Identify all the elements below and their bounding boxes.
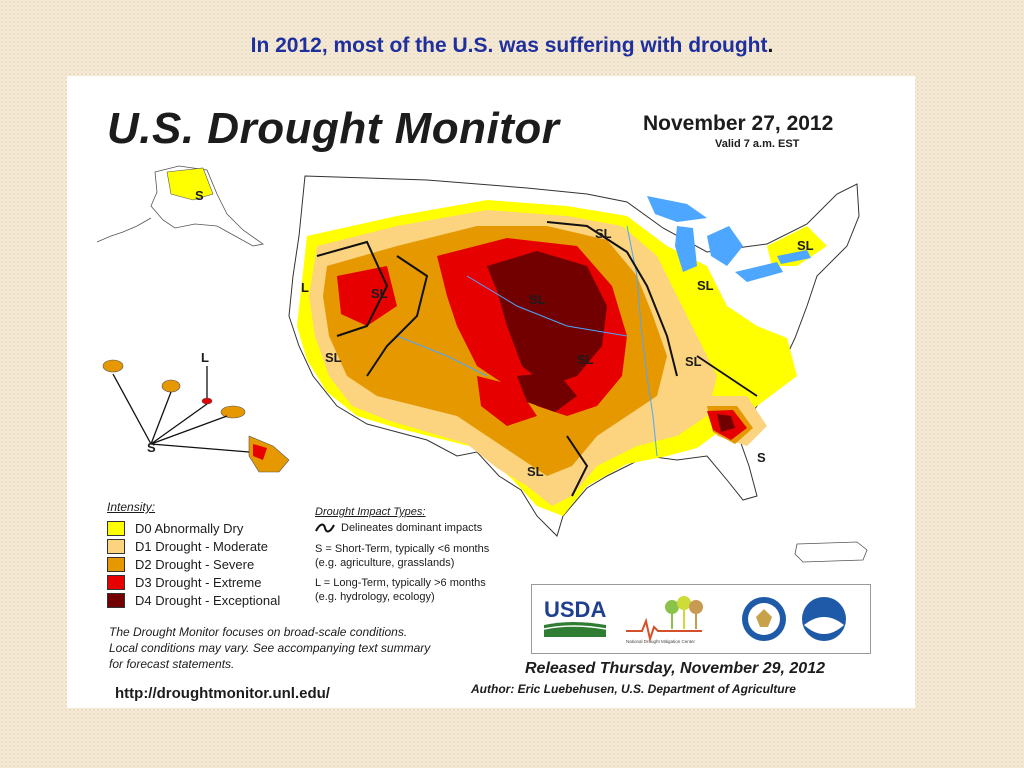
short-term-line2: (e.g. agriculture, grasslands) bbox=[315, 557, 455, 569]
usda-logo: USDA bbox=[543, 597, 606, 637]
legend-title: Intensity: bbox=[107, 500, 156, 514]
ohio-label-sl: SL bbox=[685, 354, 702, 369]
north-label-sl: SL bbox=[595, 226, 612, 241]
swatch-d0 bbox=[107, 520, 125, 536]
drought-monitor-panel: S L S L SL SL SL SL SL SL SL SL SL S U.S… bbox=[67, 76, 915, 708]
usda-logo-text: USDA bbox=[544, 597, 606, 622]
hawaii-label-s: S bbox=[147, 440, 156, 455]
swatch-d3 bbox=[107, 574, 125, 590]
west-label-l: L bbox=[301, 280, 309, 295]
newengland-label-sl: SL bbox=[797, 238, 814, 253]
impact-delineates: Delineates dominant impacts bbox=[315, 522, 535, 534]
rockies-label-sl: SL bbox=[371, 286, 388, 301]
swatch-d2 bbox=[107, 556, 125, 572]
impact-title: Drought Impact Types: bbox=[315, 506, 426, 518]
swatch-d4 bbox=[107, 592, 125, 608]
texas-label-sl: SL bbox=[527, 464, 544, 479]
squiggle-line-icon bbox=[315, 523, 335, 533]
legend-label-d4: D4 Drought - Exceptional bbox=[135, 592, 281, 608]
plains-label-sl: SL bbox=[529, 292, 546, 307]
slide-title-text: In 2012, most of the U.S. was suffering … bbox=[250, 34, 768, 57]
note-line2: Local conditions may vary. See accompany… bbox=[109, 641, 431, 655]
legend-item-d3: D3 Drought - Extreme bbox=[107, 573, 280, 591]
long-term-line2: (e.g. hydrology, ecology) bbox=[315, 591, 435, 603]
alaska-label: S bbox=[195, 188, 204, 203]
southeast-label-s: S bbox=[757, 450, 766, 465]
monitor-heading: U.S. Drought Monitor bbox=[107, 104, 560, 153]
short-term-line1: S = Short-Term, typically <6 months bbox=[315, 543, 490, 555]
puerto-rico-map bbox=[794, 541, 868, 563]
monitor-url-link[interactable]: http://droughtmonitor.unl.edu/ bbox=[115, 685, 330, 702]
agency-logos: USDA National Drought Mitigation Center bbox=[531, 584, 871, 654]
valid-time: Valid 7 a.m. EST bbox=[715, 138, 800, 150]
alaska-map bbox=[96, 165, 264, 247]
legend-item-d4: D4 Drought - Exceptional bbox=[107, 591, 280, 609]
legend-label-d3: D3 Drought - Extreme bbox=[135, 574, 262, 590]
legend-item-d1: D1 Drought - Moderate bbox=[107, 537, 280, 555]
contiguous-us-map bbox=[288, 175, 860, 537]
long-term-line1: L = Long-Term, typically >6 months bbox=[315, 577, 486, 589]
author-credit: Author: Eric Luebehusen, U.S. Department… bbox=[471, 682, 796, 696]
southwest-label-sl: SL bbox=[325, 350, 342, 365]
intensity-legend: Intensity: D0 Abnormally Dry D1 Drought … bbox=[107, 500, 280, 609]
drought-map: S L S L SL SL SL SL SL SL SL SL SL S bbox=[96, 165, 868, 563]
swatch-d1 bbox=[107, 538, 125, 554]
midwest-label-sl: SL bbox=[697, 278, 714, 293]
hawaii-label-l: L bbox=[201, 350, 209, 365]
note-line1: The Drought Monitor focuses on broad-sca… bbox=[109, 625, 408, 639]
legend-label-d0: D0 Abnormally Dry bbox=[135, 520, 244, 536]
note-line3: for forecast statements. bbox=[109, 657, 235, 671]
legend-item-d2: D2 Drought - Severe bbox=[107, 555, 280, 573]
hawaii-map bbox=[102, 359, 290, 473]
legend-label-d2: D2 Drought - Severe bbox=[135, 556, 255, 572]
legend-label-d1: D1 Drought - Moderate bbox=[135, 538, 268, 554]
impact-types: Drought Impact Types: Delineates dominan… bbox=[315, 506, 535, 610]
commerce-seal-icon bbox=[742, 597, 786, 641]
released-date: Released Thursday, November 29, 2012 bbox=[525, 660, 825, 677]
slide-title-period: . bbox=[767, 34, 774, 57]
slide-title: In 2012, most of the U.S. was suffering … bbox=[0, 34, 1024, 58]
ndmc-logo: National Drought Mitigation Center bbox=[626, 596, 703, 644]
monitor-date: November 27, 2012 bbox=[643, 112, 834, 135]
impact-delineates-text: Delineates dominant impacts bbox=[341, 522, 483, 534]
ndmc-logo-text: National Drought Mitigation Center bbox=[626, 639, 696, 644]
legend-item-d0: D0 Abnormally Dry bbox=[107, 519, 280, 537]
south-label-sl: SL bbox=[577, 352, 594, 367]
noaa-logo-icon bbox=[802, 597, 846, 641]
impact-short-term: S = Short-Term, typically <6 months (e.g… bbox=[315, 542, 535, 570]
monitor-note: The Drought Monitor focuses on broad-sca… bbox=[109, 624, 529, 672]
impact-long-term: L = Long-Term, typically >6 months (e.g.… bbox=[315, 576, 535, 604]
